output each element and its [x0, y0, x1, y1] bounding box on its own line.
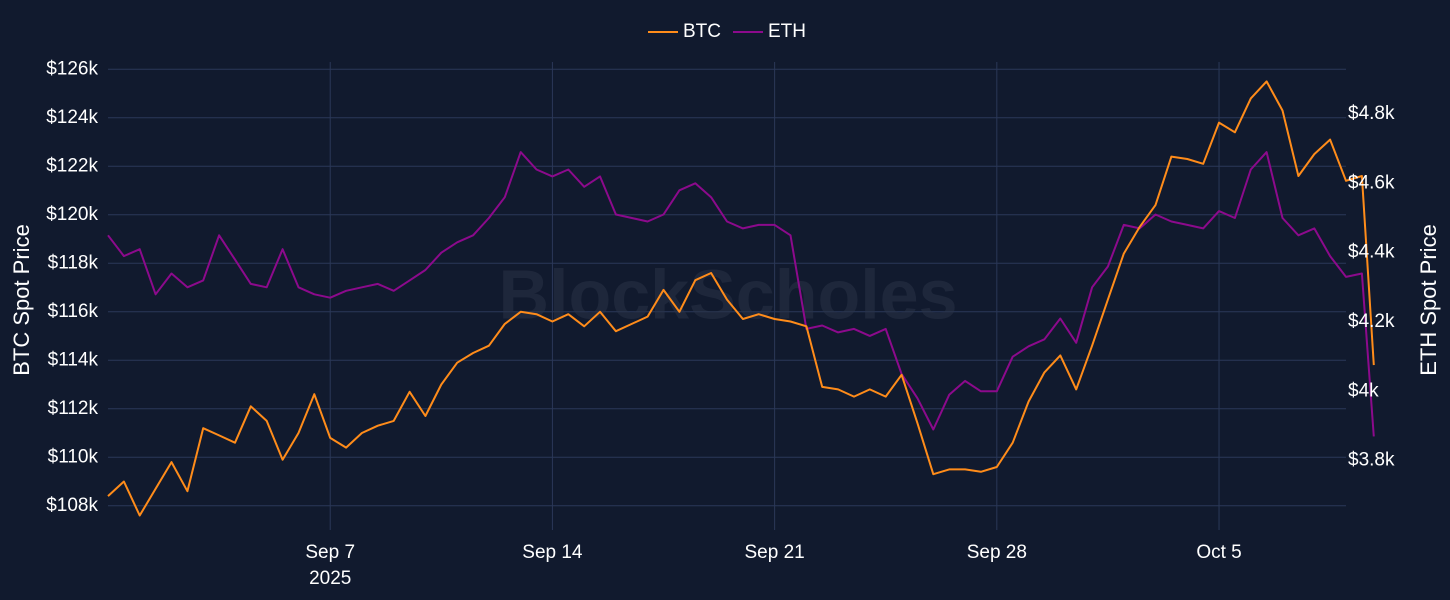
legend-label: ETH	[768, 21, 806, 42]
left-tick-label: $112k	[48, 398, 99, 419]
left-tick-label: $108k	[46, 495, 98, 516]
x-tick-sublabel: 2025	[309, 568, 351, 589]
legend-item-btc[interactable]: BTC	[648, 21, 721, 42]
x-tick-label: Sep 14	[522, 542, 583, 563]
left-y-axis: $108k $110k $112k $114k $116k $118k $120k $122k…	[46, 58, 98, 515]
left-tick-label: $118k	[48, 252, 99, 273]
series-line-eth	[107, 151, 1375, 437]
right-tick-label: $4.6k	[1348, 172, 1395, 193]
gridlines	[108, 62, 1346, 530]
left-tick-label: $122k	[46, 155, 98, 176]
x-tick-label: Sep 21	[744, 542, 804, 563]
left-axis-title: BTC Spot Price	[9, 224, 34, 376]
right-tick-label: $4.4k	[1348, 242, 1395, 263]
right-y-axis: $3.8k $4k $4.2k $4.4k $4.6k $4.8k	[1348, 103, 1395, 471]
right-axis-title: ETH Spot Price	[1416, 224, 1441, 376]
x-tick-label: Sep 28	[967, 542, 1027, 563]
x-axis: Sep 7 2025 Sep 14 Sep 21 Sep 28 Oct 5	[305, 542, 1241, 589]
right-tick-label: $4k	[1348, 380, 1379, 401]
left-tick-label: $116k	[48, 301, 99, 322]
series-lines	[107, 80, 1375, 517]
left-tick-label: $114k	[48, 349, 99, 370]
right-tick-label: $4.8k	[1348, 103, 1395, 124]
x-tick-label: Sep 7	[305, 542, 355, 563]
left-tick-label: $126k	[46, 58, 98, 79]
legend-item-eth[interactable]: ETH	[733, 21, 806, 42]
series-line-btc	[107, 80, 1375, 517]
left-tick-label: $120k	[46, 204, 98, 225]
left-tick-label: $124k	[46, 107, 98, 128]
legend-label: BTC	[683, 21, 721, 42]
watermark: BlockScholes	[498, 255, 957, 333]
right-tick-label: $3.8k	[1348, 450, 1395, 471]
right-tick-label: $4.2k	[1348, 311, 1395, 332]
x-tick-label: Oct 5	[1196, 542, 1241, 563]
legend[interactable]: BTC ETH	[648, 21, 806, 42]
left-tick-label: $110k	[48, 446, 99, 467]
